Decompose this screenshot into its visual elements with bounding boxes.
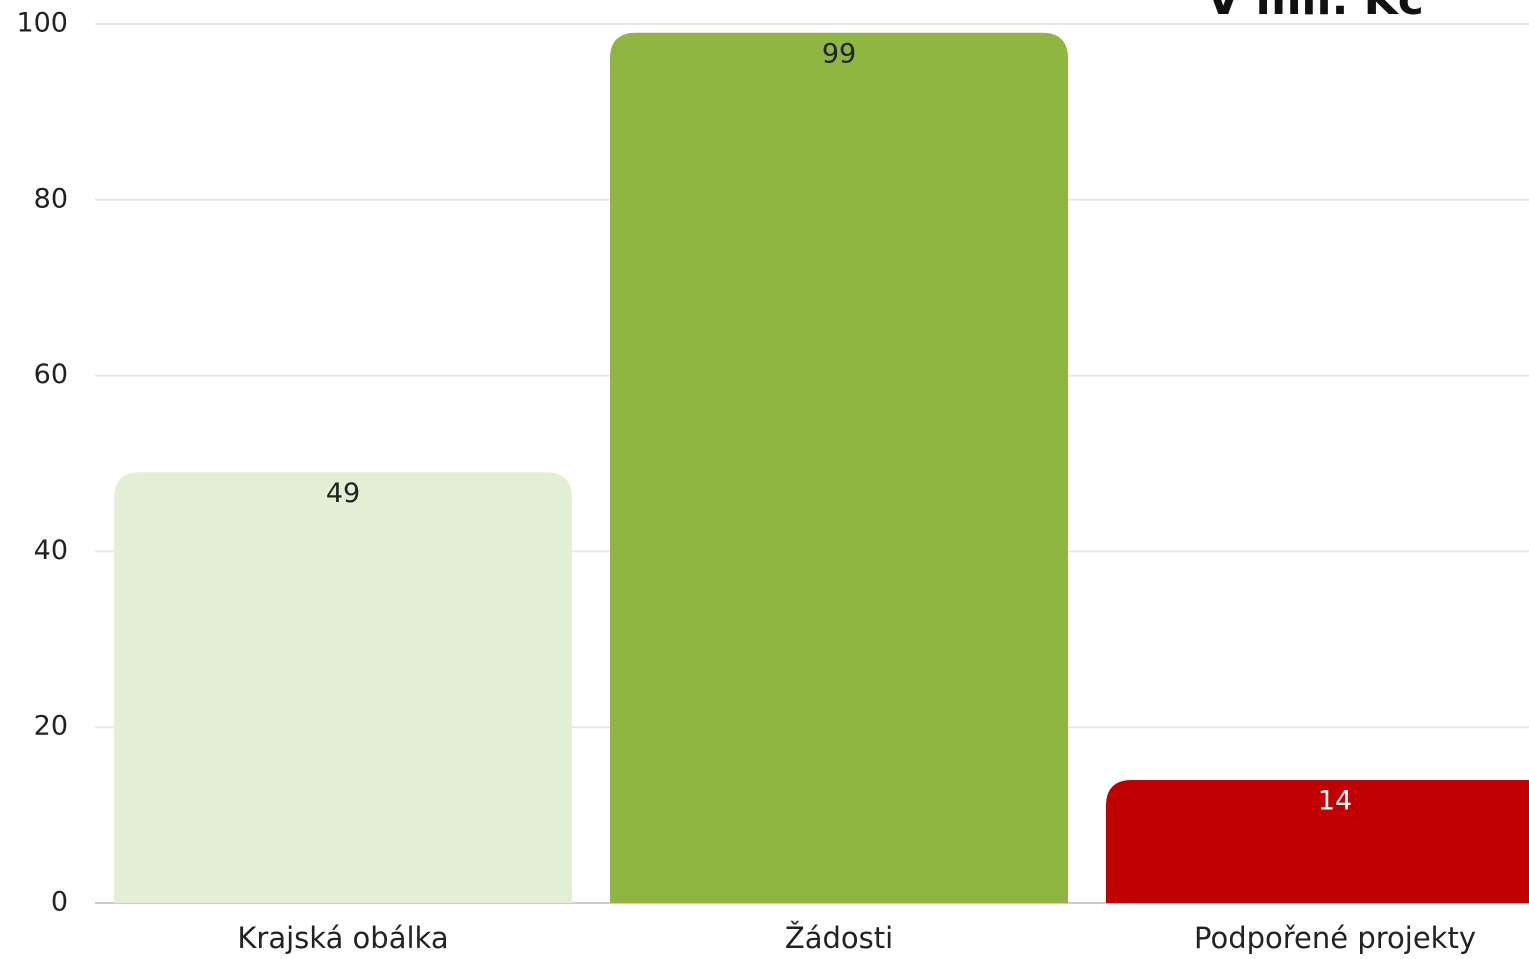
- x-tick-label: Žádosti: [785, 921, 893, 955]
- x-tick-label: Krajská obálka: [237, 921, 448, 955]
- y-tick-label: 100: [16, 8, 68, 39]
- y-tick-label: 80: [34, 183, 68, 214]
- y-tick-label: 20: [34, 711, 68, 742]
- y-tick-label: 60: [34, 359, 68, 390]
- bar: [1106, 779, 1529, 903]
- x-tick-label: Podpořené projekty: [1194, 921, 1476, 955]
- chart-title: V mil. Kč: [1206, 0, 1424, 25]
- y-tick-label: 40: [34, 535, 68, 566]
- value-label: 49: [326, 478, 360, 509]
- value-label: 14: [1318, 785, 1352, 816]
- bar: [114, 472, 572, 903]
- bar: [610, 32, 1068, 904]
- y-tick-label: 0: [51, 887, 68, 918]
- value-label: 99: [822, 38, 856, 69]
